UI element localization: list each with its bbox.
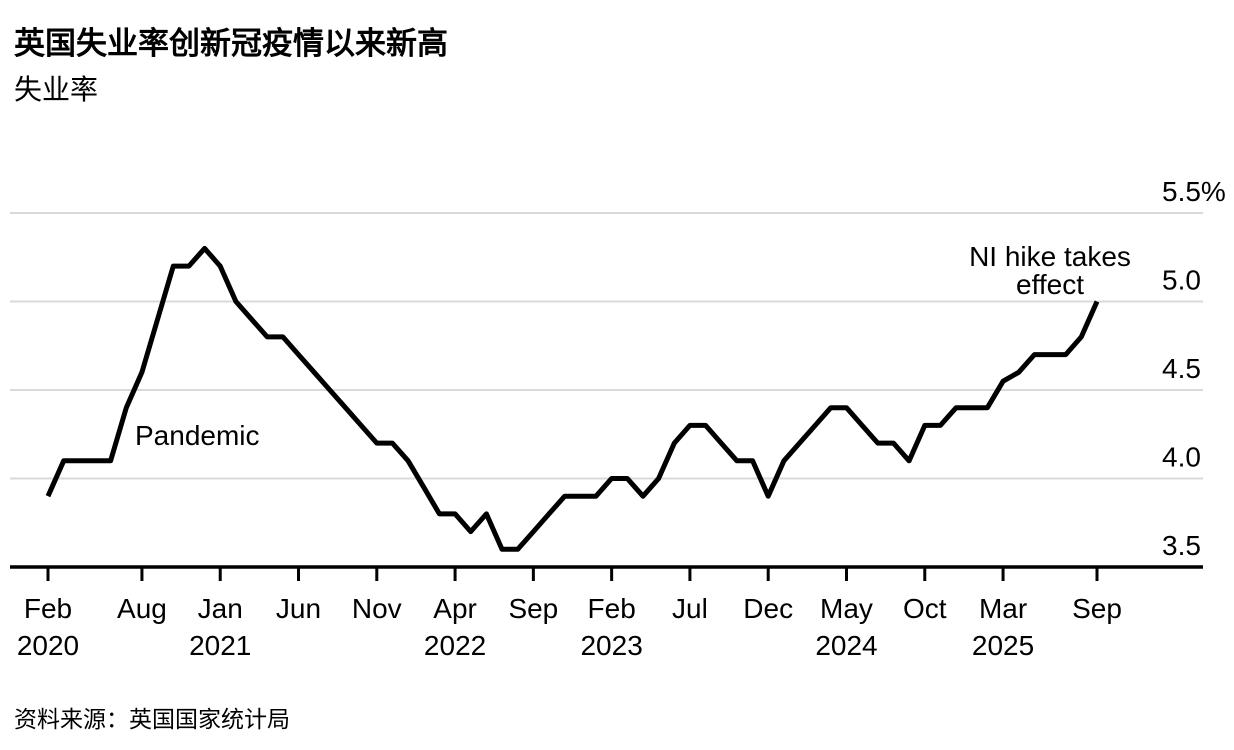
x-tick-month-label: Sep (508, 593, 558, 624)
x-tick-month-label: Apr (433, 593, 477, 624)
y-axis-labels-layer: 3.5 4.0 4.5 5.0 5.5% (1162, 176, 1226, 561)
x-tick-month-label: Nov (352, 593, 402, 624)
annotation-ni-hike-line2: effect (1016, 269, 1084, 300)
x-tick-year-label: 2022 (424, 630, 486, 661)
x-tick-month-label: Jul (672, 593, 708, 624)
y-axis-label: 4.0 (1162, 442, 1201, 473)
x-tick-year-label: 2021 (189, 630, 251, 661)
x-tick-month-label: Jan (198, 593, 243, 624)
x-tick-month-label: Dec (743, 593, 793, 624)
x-tick-year-label: 2025 (972, 630, 1034, 661)
x-axis-labels-layer: Feb 2020 Aug Jan 2021 Jun Nov Apr 2022 Sep Feb 2023… (17, 593, 1122, 661)
annotation-ni-hike-line1: NI hike takes (969, 241, 1131, 272)
chart-title: 英国失业率创新冠疫情以来新高 (14, 26, 448, 61)
source-note: 资料来源：英国国家统计局 (14, 706, 290, 732)
x-tick-year-label: 2024 (815, 630, 877, 661)
x-axis-ticks-layer (46, 567, 1099, 581)
series-layer (45, 245, 1100, 552)
y-axis-label: 3.5 (1162, 530, 1201, 561)
x-tick-month-label: Aug (117, 593, 167, 624)
gridlines-layer (10, 212, 1203, 480)
x-tick-month-label: Feb (588, 593, 636, 624)
x-tick-month-label: Jun (276, 593, 321, 624)
x-tick-month-label: Mar (979, 593, 1027, 624)
x-tick-year-label: 2023 (580, 630, 642, 661)
x-tick-month-label: Oct (903, 593, 947, 624)
x-tick-month-label: May (820, 593, 873, 624)
chart-subtitle: 失业率 (14, 74, 98, 105)
x-tick-month-label: Sep (1072, 593, 1122, 624)
y-axis-label: 5.0 (1162, 265, 1201, 296)
unemployment-line (45, 245, 1100, 552)
y-axis-label: 5.5% (1162, 176, 1226, 207)
x-tick-month-label: Feb (24, 593, 72, 624)
y-axis-label: 4.5 (1162, 353, 1201, 384)
x-tick-year-label: 2020 (17, 630, 79, 661)
annotation-pandemic: Pandemic (135, 420, 260, 451)
